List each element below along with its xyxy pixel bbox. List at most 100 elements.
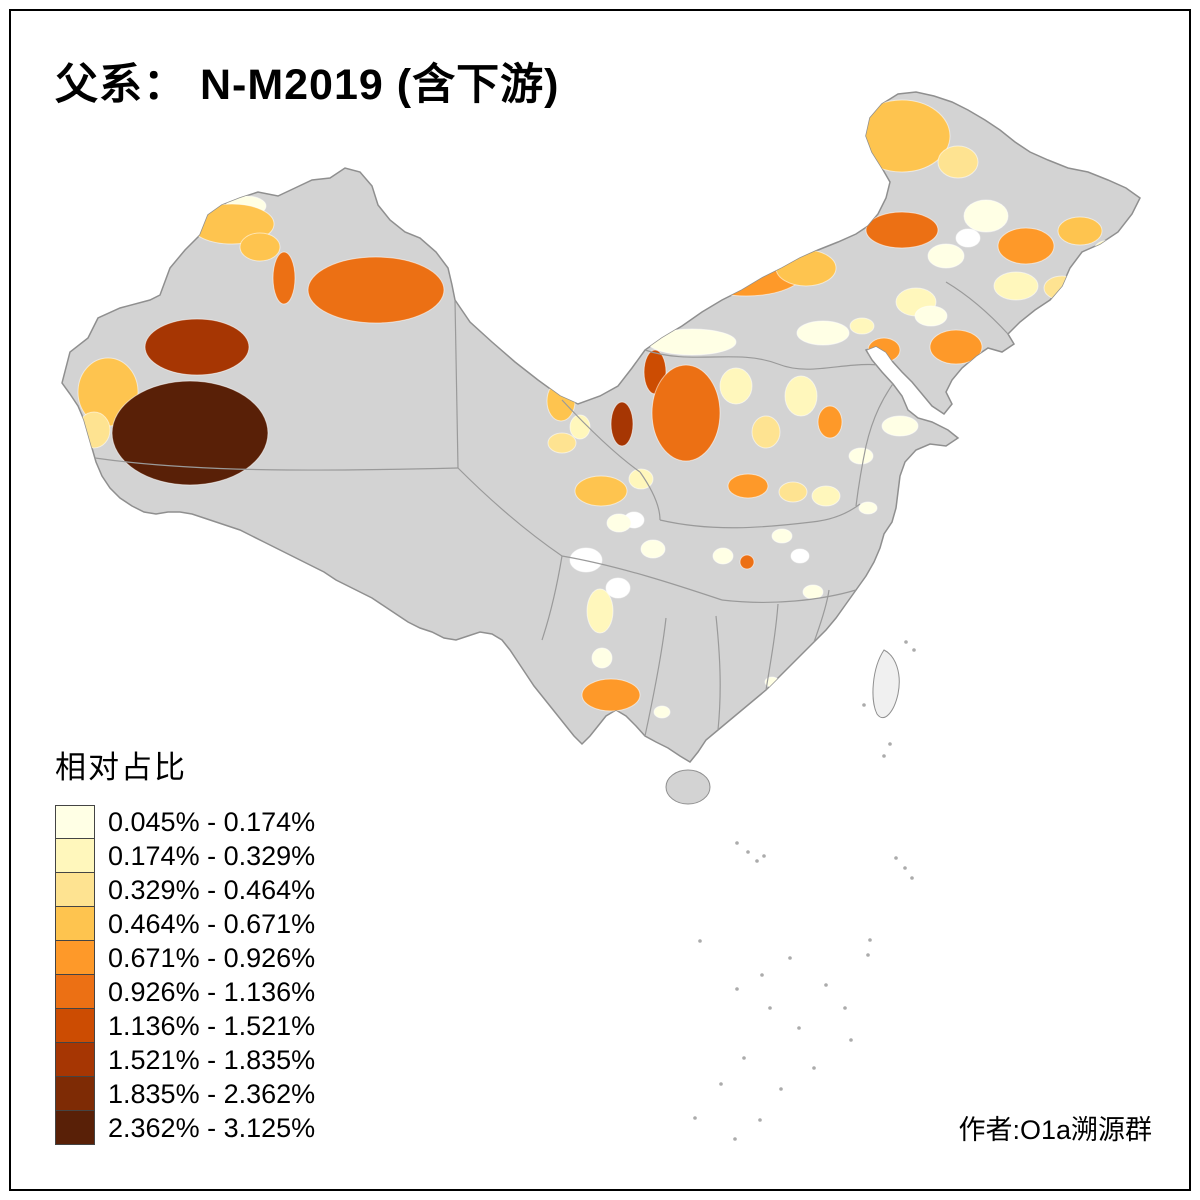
- map-region-jiangxi-pale: [797, 661, 815, 675]
- map-region-im-east-pale: [927, 243, 965, 269]
- province-borders: [94, 281, 1009, 737]
- legend-row: 1.136% - 1.521%: [55, 1009, 315, 1043]
- map-region-jiuquan: [546, 380, 576, 422]
- small-island: [762, 854, 766, 858]
- map-region-guanzhong: [727, 473, 769, 499]
- border-line: [639, 471, 661, 521]
- map-region-qinghai-south-pale: [606, 513, 632, 533]
- map-region-ili-south: [239, 232, 281, 262]
- small-island: [779, 1087, 783, 1091]
- small-island: [910, 876, 914, 880]
- border-line: [644, 349, 903, 373]
- legend-label: 2.362% - 3.125%: [108, 1112, 316, 1143]
- map-region-hotan: [111, 380, 269, 486]
- map-region-jiuquan-south: [569, 414, 591, 440]
- map-region-hlj-far-east: [1093, 239, 1127, 261]
- map-region-jilin-pale: [993, 271, 1039, 301]
- map-region-hubei-white: [790, 548, 810, 564]
- map-region-shaanxi-mid: [751, 415, 781, 449]
- map-region-hunan-pale: [802, 584, 824, 600]
- border-line: [457, 467, 563, 557]
- border-line: [644, 617, 667, 737]
- map-region-hulunbuir: [853, 99, 951, 173]
- map-region-heihe: [937, 145, 979, 179]
- legend-label: 1.835% - 2.362%: [108, 1078, 316, 1109]
- legend-row: 1.521% - 1.835%: [55, 1043, 315, 1077]
- border-line: [813, 589, 830, 643]
- small-island: [904, 640, 908, 644]
- small-island: [760, 973, 764, 977]
- legend-row: 0.329% - 0.464%: [55, 873, 315, 907]
- legend-label: 0.926% - 1.136%: [108, 976, 316, 1007]
- small-island: [735, 987, 739, 991]
- small-island: [912, 648, 916, 652]
- border-line: [855, 371, 903, 507]
- legend-swatch: [55, 941, 95, 975]
- legend-row: 0.464% - 0.671%: [55, 907, 315, 941]
- border-line: [765, 603, 779, 691]
- border-line: [94, 457, 459, 471]
- map-region-hebei-south: [848, 447, 874, 465]
- map-region-harbin: [997, 227, 1055, 265]
- map-region-bortala: [272, 251, 296, 305]
- border-line: [945, 281, 1009, 335]
- map-region-lanzhou-xining: [574, 475, 628, 507]
- map-region-aksu: [144, 318, 250, 376]
- border-line: [561, 399, 641, 473]
- map-region-yunnan-south-pale: [653, 705, 671, 719]
- map-region-im-central-2: [775, 249, 837, 287]
- map-region-guiyang: [739, 554, 755, 570]
- map-region-sichuan-north-pale: [640, 539, 666, 559]
- legend-row: 0.045% - 0.174%: [55, 805, 315, 839]
- small-island: [868, 938, 872, 942]
- legend-label: 0.174% - 0.329%: [108, 840, 316, 871]
- taiwan-island: [872, 649, 900, 719]
- map-region-qinghai-northeast: [547, 432, 577, 454]
- map-region-liaoxi-pale: [914, 305, 948, 327]
- border-line: [715, 615, 721, 731]
- legend-title: 相对占比: [55, 750, 187, 785]
- small-island: [888, 742, 892, 746]
- small-island: [797, 1026, 801, 1030]
- map-region-ordos: [651, 364, 721, 462]
- border-line: [721, 589, 857, 603]
- small-island: [894, 856, 898, 860]
- south-china-sea-islands: [693, 640, 916, 1141]
- map-region-tianshan-north: [307, 256, 445, 324]
- small-island: [788, 956, 792, 960]
- legend-label: 0.464% - 0.671%: [108, 908, 316, 939]
- map-region-anhui-pale: [858, 501, 878, 515]
- map-region-beijing: [849, 317, 875, 335]
- map-region-liaoning: [929, 329, 983, 365]
- legend-swatch: [55, 975, 95, 1009]
- choropleth-patches: [77, 99, 1127, 719]
- map-region-alxa-west: [610, 401, 634, 447]
- attribution: 作者:O1a溯源群: [958, 1115, 1152, 1145]
- small-island: [755, 859, 759, 863]
- map-region-chifeng: [867, 337, 901, 363]
- border-line: [541, 555, 563, 641]
- map-region-sichuan-west-white: [605, 577, 631, 599]
- border-line: [561, 555, 723, 601]
- map-region-shanxi-north: [817, 405, 843, 439]
- small-island: [866, 953, 870, 957]
- map-region-shandong-west: [881, 415, 919, 437]
- border-line: [454, 299, 459, 469]
- legend: 相对占比 0.045% - 0.174% 0.174% - 0.329% 0.329…: [55, 742, 315, 1145]
- legend-swatch: [55, 1009, 95, 1043]
- legend-label: 0.045% - 0.174%: [108, 806, 316, 837]
- map-region-liangshan: [591, 647, 613, 669]
- small-island: [742, 1056, 746, 1060]
- map-region-gansu-southeast: [628, 468, 654, 490]
- map-region-guizhou-west-pale: [712, 547, 734, 565]
- map-region-hebei-north: [796, 320, 850, 346]
- small-island: [735, 841, 739, 845]
- small-island: [903, 866, 907, 870]
- legend-row: 2.362% - 3.125%: [55, 1111, 315, 1145]
- legend-swatch: [55, 839, 95, 873]
- small-island: [862, 703, 866, 707]
- map-region-ningxia: [719, 367, 753, 405]
- small-island: [843, 1006, 847, 1010]
- map-region-henan-mid: [811, 485, 841, 507]
